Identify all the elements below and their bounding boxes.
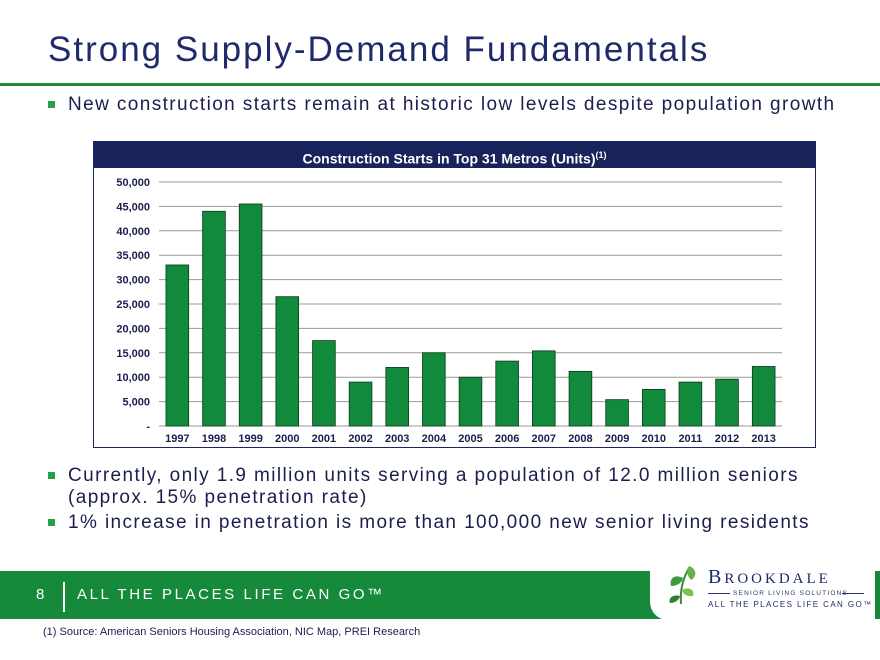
logo-rule-right — [842, 593, 864, 594]
bar — [348, 381, 373, 427]
bullet-1: New construction starts remain at histor… — [48, 94, 858, 116]
x-tick-label: 2009 — [605, 433, 629, 445]
bar — [312, 340, 336, 427]
x-tick-label: 2002 — [348, 433, 372, 445]
footnote: (1) Source: American Seniors Housing Ass… — [43, 626, 421, 638]
x-tick-label: 1999 — [238, 433, 262, 445]
bar — [678, 381, 703, 427]
x-tick-label: 2011 — [678, 433, 702, 445]
logo-wordmark: BROOKDALE — [708, 566, 831, 589]
bar — [385, 367, 409, 427]
bar — [238, 203, 263, 427]
y-tick-label: 5,000 — [122, 397, 150, 409]
bar-chart: - 5,000 10,000 15,000 20,000 25,000 30,000 35,0… — [116, 177, 782, 445]
title-rule — [0, 83, 880, 86]
bullet-marker — [48, 101, 55, 108]
bar — [495, 360, 519, 427]
bar — [532, 350, 556, 427]
y-tick-label: 45,000 — [116, 201, 150, 213]
bar — [165, 264, 190, 427]
x-tick-label: 2008 — [568, 433, 592, 445]
y-tick-label: 20,000 — [116, 323, 150, 335]
bullet-3-text: 1% increase in penetration is more than … — [68, 512, 810, 533]
chart-title-footnote-ref: (1) — [595, 150, 607, 160]
page-number: 8 — [36, 586, 45, 603]
bar — [641, 388, 666, 427]
bar — [751, 366, 776, 427]
brookdale-logo: BROOKDALE SENIOR LIVING SOLUTIONS ALL TH… — [650, 556, 875, 620]
logo-initial: B — [708, 566, 725, 588]
logo-subtitle: SENIOR LIVING SOLUTIONS — [733, 590, 849, 597]
x-tick-label: 2003 — [385, 433, 409, 445]
bullet-marker — [48, 519, 55, 526]
bar — [275, 296, 300, 427]
bar — [715, 378, 739, 427]
y-tick-label: 30,000 — [116, 275, 150, 287]
chart-title: Construction Starts in Top 31 Metros (Un… — [94, 142, 815, 168]
x-tick-label: 2004 — [422, 433, 447, 445]
bullet-2-text: Currently, only 1.9 million units servin… — [68, 465, 799, 508]
logo-tagline: ALL THE PLACES LIFE CAN GO™ — [708, 600, 873, 609]
y-tick-label: 35,000 — [116, 250, 150, 262]
chart-title-text: Construction Starts in Top 31 Metros (Un… — [302, 150, 596, 167]
logo-rule-left — [708, 593, 730, 594]
y-tick-label: - — [146, 421, 150, 433]
x-tick-label: 2007 — [532, 433, 556, 445]
bar — [202, 210, 226, 427]
bullet-2: Currently, only 1.9 million units servin… — [48, 465, 858, 509]
y-tick-label: 40,000 — [116, 226, 150, 238]
x-tick-label: 1998 — [202, 433, 226, 445]
bullet-marker — [48, 472, 55, 479]
x-tick-label: 2010 — [641, 433, 665, 445]
bullet-1-text: New construction starts remain at histor… — [68, 94, 836, 115]
bar — [458, 376, 483, 427]
bullet-3: 1% increase in penetration is more than … — [48, 512, 858, 534]
slide-title: Strong Supply-Demand Fundamentals — [48, 30, 710, 69]
x-tick-label: 2012 — [715, 433, 739, 445]
y-tick-label: 15,000 — [116, 348, 150, 360]
leaf-icon — [669, 566, 696, 605]
x-tick-label: 1997 — [165, 433, 189, 445]
y-tick-label: 10,000 — [116, 372, 150, 384]
bar — [605, 399, 629, 427]
x-tick-label: 2006 — [495, 433, 519, 445]
footer-separator — [63, 582, 65, 612]
x-tick-label: 2005 — [458, 433, 482, 445]
chart-panel: Construction Starts in Top 31 Metros (Un… — [93, 141, 816, 448]
footer-tagline: ALL THE PLACES LIFE CAN GO™ — [77, 586, 385, 603]
bar — [568, 370, 593, 427]
x-tick-label: 2000 — [275, 433, 299, 445]
bar — [422, 352, 446, 427]
x-tick-label: 2013 — [751, 433, 775, 445]
logo-wordmark-rest: ROOKDALE — [724, 571, 831, 587]
y-tick-label: 25,000 — [116, 299, 150, 311]
x-tick-label: 2001 — [312, 433, 336, 445]
y-tick-label: 50,000 — [116, 177, 150, 189]
